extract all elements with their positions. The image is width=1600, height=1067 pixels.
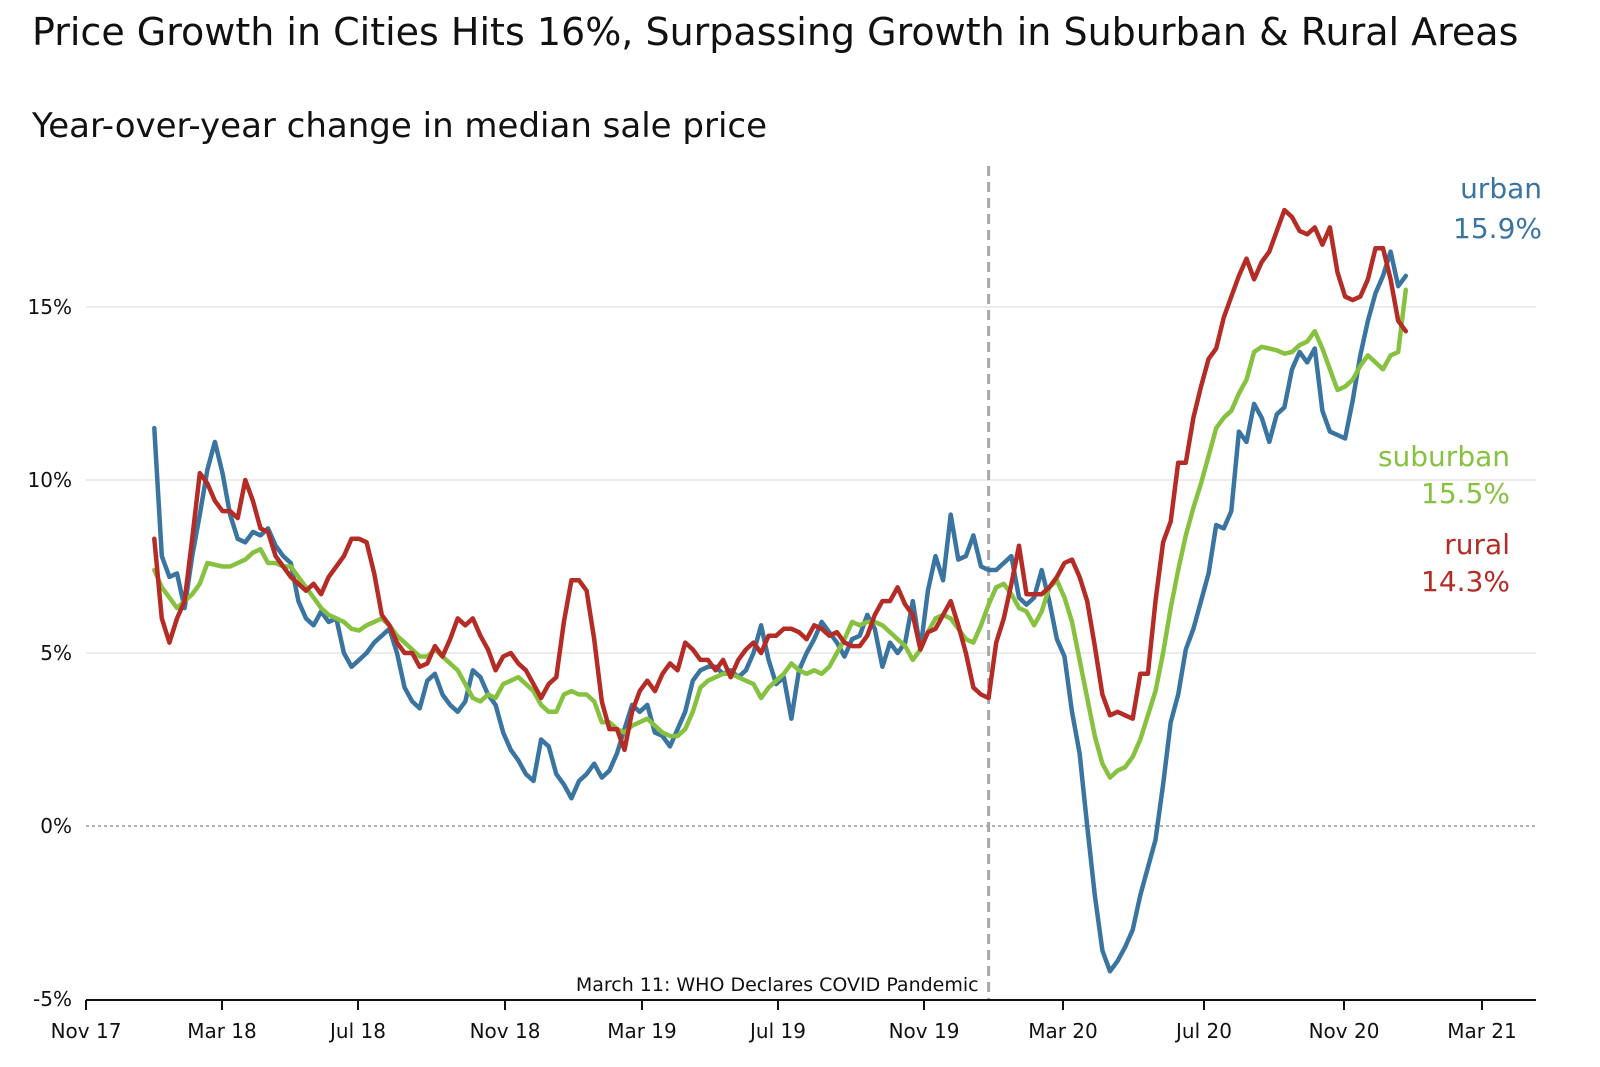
x-tick-label: Nov 18 [470,1019,541,1043]
gridlines [86,306,1536,827]
chart-subtitle: Year-over-year change in median sale pri… [32,106,768,146]
x-tick-label: Mar 19 [607,1019,677,1043]
series-end-labels: urban 15.9% suburban 15.5% rural 14.3% [1378,172,1542,598]
rural-value-label: 14.3% [1421,565,1510,598]
y-tick-label: 10% [28,468,72,492]
rural-series-line [152,207,1409,753]
x-tick-label: Mar 21 [1447,1019,1517,1043]
y-axis-labels: -5% 0% 5% 10% 15% [28,295,72,1011]
x-tick-label: Nov 19 [889,1019,960,1043]
x-tick-label: Mar 20 [1028,1019,1098,1043]
series-lines [152,207,1409,974]
y-tick-label: 0% [40,814,72,838]
urban-value-label: 15.9% [1453,212,1542,245]
suburban-value-label: 15.5% [1421,477,1510,510]
x-tick-label: Nov 20 [1309,1019,1380,1043]
y-tick-label: 15% [28,295,72,319]
suburban-series-line [152,287,1409,780]
urban-label: urban [1460,172,1542,205]
chart-title: Price Growth in Cities Hits 16%, Surpass… [32,10,1519,54]
urban-series-line [152,249,1409,974]
suburban-label: suburban [1378,440,1510,473]
rural-label: rural [1444,528,1510,561]
x-tick-label: Jul 18 [328,1019,386,1043]
x-tick-label: Jul 19 [748,1019,806,1043]
covid-annotation-label: March 11: WHO Declares COVID Pandemic [576,974,979,996]
x-tick-label: Mar 18 [187,1019,257,1043]
x-tick-label: Jul 20 [1174,1019,1232,1043]
x-tick-label: Nov 17 [51,1019,122,1043]
y-tick-label: 5% [40,641,72,665]
covid-annotation: March 11: WHO Declares COVID Pandemic [576,166,991,1000]
x-axis: Nov 17 Mar 18 Jul 18 Nov 18 Mar 19 Jul 19 Nov … [51,999,1536,1043]
y-tick-label: -5% [33,987,72,1011]
